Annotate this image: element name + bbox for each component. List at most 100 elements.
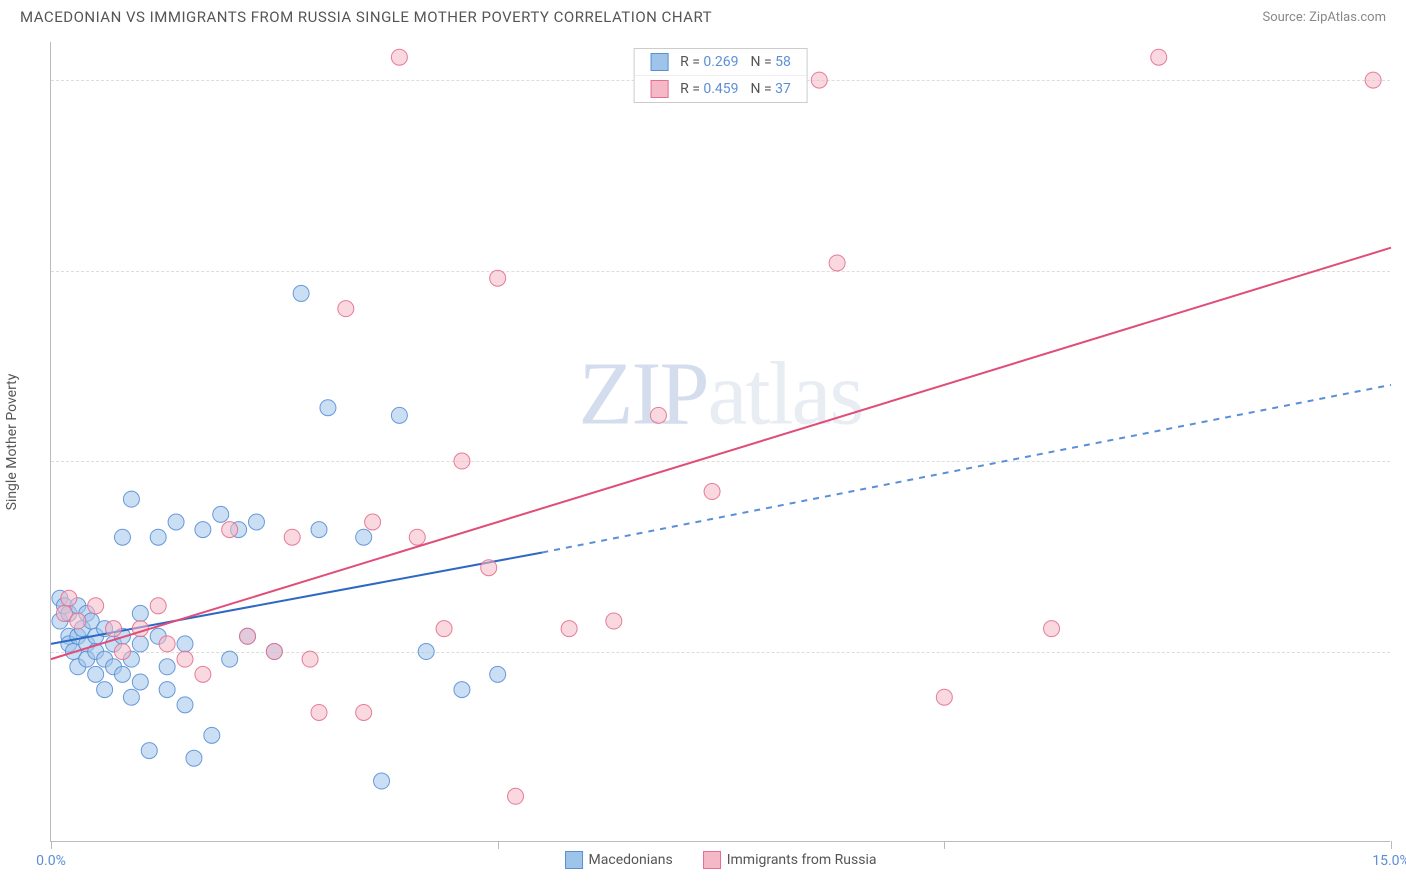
scatter-point-russia (311, 704, 327, 720)
y-axis-label: Single Mother Poverty (4, 374, 20, 511)
scatter-point-russia (829, 255, 845, 271)
scatter-point-macedonians (204, 727, 220, 743)
legend-swatch-icon (650, 53, 668, 71)
scatter-point-russia (1044, 621, 1060, 637)
scatter-point-russia (1365, 72, 1381, 88)
stat-r-label: R = 0.459 (680, 81, 738, 97)
scatter-point-russia (704, 484, 720, 500)
scatter-point-russia (302, 651, 318, 667)
scatter-point-macedonians (132, 674, 148, 690)
scatter-point-russia (150, 598, 166, 614)
stat-row-macedonians: R = 0.269 N = 58 (634, 49, 807, 76)
source-attribution: Source: ZipAtlas.com (1262, 10, 1386, 25)
scatter-point-macedonians (356, 529, 372, 545)
x-tick (944, 841, 945, 849)
bottom-legend: Macedonians Immigrants from Russia (565, 851, 877, 869)
x-tick (498, 841, 499, 849)
scatter-point-russia (195, 666, 211, 682)
stat-n-label: N = 37 (751, 81, 791, 97)
x-tick-label: 0.0% (36, 853, 66, 869)
legend-label: Macedonians (589, 852, 673, 868)
stat-n-value: 37 (775, 81, 791, 97)
scatter-point-macedonians (168, 514, 184, 530)
scatter-point-macedonians (490, 666, 506, 682)
scatter-point-russia (356, 704, 372, 720)
scatter-point-russia (365, 514, 381, 530)
scatter-point-russia (481, 560, 497, 576)
scatter-point-macedonians (186, 750, 202, 766)
scatter-point-russia (338, 301, 354, 317)
scatter-point-russia (561, 621, 577, 637)
scatter-point-russia (284, 529, 300, 545)
scatter-point-russia (936, 689, 952, 705)
legend-label: Immigrants from Russia (727, 852, 877, 868)
scatter-point-russia (106, 621, 122, 637)
legend-item-macedonians: Macedonians (565, 851, 673, 869)
stat-n-label: N = 58 (751, 54, 791, 70)
scatter-point-russia (508, 788, 524, 804)
scatter-point-macedonians (123, 491, 139, 507)
title-bar: MACEDONIAN VS IMMIGRANTS FROM RUSSIA SIN… (0, 0, 1406, 32)
scatter-point-macedonians (213, 506, 229, 522)
stat-row-russia: R = 0.459 N = 37 (634, 76, 807, 102)
scatter-point-macedonians (374, 773, 390, 789)
scatter-point-russia (159, 636, 175, 652)
scatter-point-russia (409, 529, 425, 545)
scatter-point-macedonians (97, 682, 113, 698)
scatter-point-macedonians (132, 605, 148, 621)
stat-r-value: 0.459 (703, 81, 738, 97)
scatter-point-macedonians (123, 689, 139, 705)
scatter-point-russia (61, 590, 77, 606)
scatter-point-russia (70, 613, 86, 629)
scatter-point-macedonians (150, 529, 166, 545)
scatter-point-russia (88, 598, 104, 614)
scatter-point-russia (811, 72, 827, 88)
scatter-point-macedonians (293, 285, 309, 301)
scatter-point-macedonians (159, 682, 175, 698)
scatter-point-russia (240, 628, 256, 644)
x-tick (51, 841, 52, 849)
scatter-point-macedonians (177, 697, 193, 713)
scatter-point-russia (1151, 49, 1167, 65)
scatter-point-macedonians (132, 636, 148, 652)
scatter-point-russia (177, 651, 193, 667)
scatter-point-macedonians (195, 522, 211, 538)
scatter-point-macedonians (177, 636, 193, 652)
scatter-point-russia (266, 644, 282, 660)
scatter-point-macedonians (320, 400, 336, 416)
scatter-point-macedonians (141, 743, 157, 759)
scatter-point-russia (650, 407, 666, 423)
trend-line-macedonians (51, 552, 542, 643)
scatter-point-macedonians (114, 529, 130, 545)
scatter-point-russia (490, 270, 506, 286)
chart-title: MACEDONIAN VS IMMIGRANTS FROM RUSSIA SIN… (20, 8, 712, 26)
scatter-point-russia (606, 613, 622, 629)
scatter-point-macedonians (159, 659, 175, 675)
scatter-point-russia (436, 621, 452, 637)
scatter-point-macedonians (391, 407, 407, 423)
x-tick (1391, 841, 1392, 849)
legend-swatch-icon (650, 80, 668, 98)
x-tick-label: 15.0% (1372, 853, 1406, 869)
trend-line-russia (51, 248, 1391, 659)
legend-swatch-icon (565, 851, 583, 869)
stat-r-value: 0.269 (703, 54, 738, 70)
scatter-point-russia (454, 453, 470, 469)
scatter-point-macedonians (311, 522, 327, 538)
correlation-stats-box: R = 0.269 N = 58 R = 0.459 N = 37 (633, 48, 808, 103)
scatter-point-macedonians (114, 666, 130, 682)
plot-svg (51, 42, 1390, 841)
legend-swatch-icon (703, 851, 721, 869)
plot-region: ZIPatlas R = 0.269N = 58R = 0.459N = 37 … (50, 42, 1390, 842)
scatter-point-macedonians (454, 682, 470, 698)
scatter-point-russia (222, 522, 238, 538)
scatter-point-macedonians (248, 514, 264, 530)
scatter-point-macedonians (88, 666, 104, 682)
scatter-point-macedonians (418, 644, 434, 660)
stat-r-label: R = 0.269 (680, 54, 738, 70)
stat-n-value: 58 (775, 54, 791, 70)
scatter-point-russia (391, 49, 407, 65)
scatter-point-russia (114, 644, 130, 660)
legend-item-russia: Immigrants from Russia (703, 851, 877, 869)
scatter-point-macedonians (222, 651, 238, 667)
